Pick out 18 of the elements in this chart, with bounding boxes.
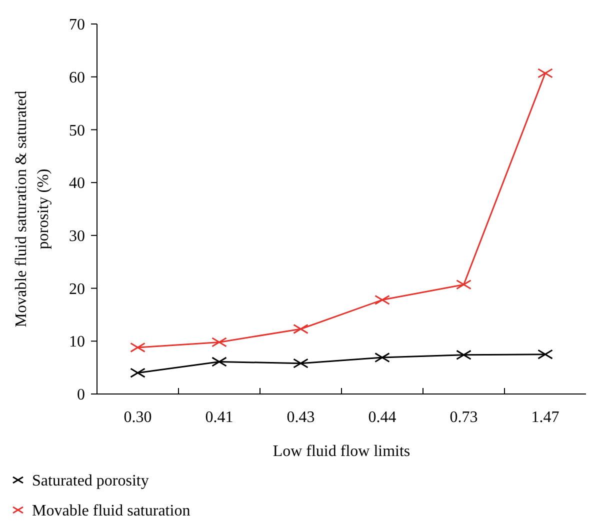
x-tick-label: 0.44 bbox=[368, 409, 396, 426]
y-tick-label: 40 bbox=[69, 175, 85, 192]
y-tick-label: 70 bbox=[69, 16, 85, 34]
y-tick-label: 0 bbox=[77, 386, 85, 404]
y-tick-label: 30 bbox=[69, 228, 85, 246]
x-tick-label: 0.73 bbox=[450, 409, 478, 426]
y-tick-label: 10 bbox=[69, 334, 85, 351]
x-tick-label: 1.47 bbox=[531, 409, 560, 426]
y-tick-label: 50 bbox=[69, 122, 85, 140]
x-tick-label: 0.41 bbox=[205, 409, 234, 426]
legend-label: Saturated porosity bbox=[32, 472, 149, 490]
x-tick-label: 0.30 bbox=[124, 409, 152, 426]
y-axis-title: Movable fluid saturation & saturated porosity (%) bbox=[13, 90, 52, 328]
y-tick-label: 20 bbox=[69, 280, 85, 298]
legend-label: Movable fluid saturation bbox=[32, 502, 190, 520]
y-tick-label: 60 bbox=[69, 69, 85, 86]
x-axis-title: Low fluid flow limits bbox=[272, 443, 410, 460]
x-tick-label: 0.43 bbox=[286, 409, 315, 426]
